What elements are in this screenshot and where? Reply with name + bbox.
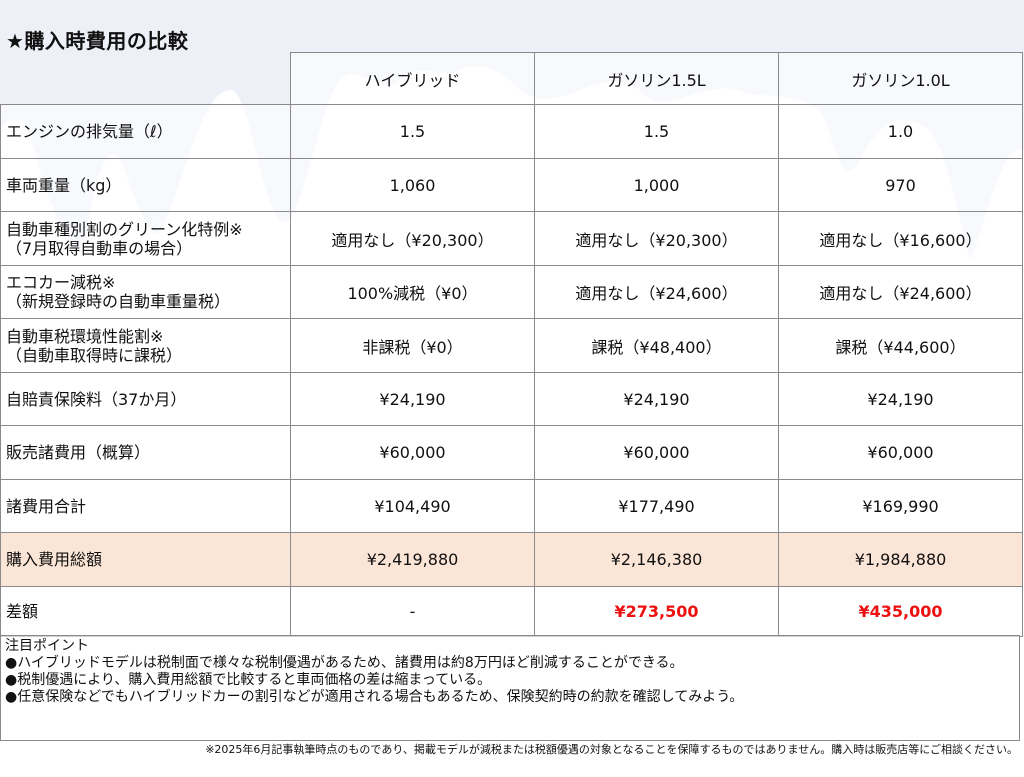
notes-box: 注目ポイント ●ハイブリッドモデルは税制面で様々な税制優遇があるため、諸費用は約… (0, 635, 1020, 741)
row-label: 販売諸費用（概算） (0, 425, 291, 480)
table-row-displacement: エンジンの排気量（ℓ） 1.5 1.5 1.0 (0, 104, 1023, 159)
cell-value: ¥1,984,880 (778, 532, 1023, 587)
table-row-purchase-total: 購入費用総額 ¥2,419,880 ¥2,146,380 ¥1,984,880 (0, 532, 1023, 587)
column-header-hybrid: ハイブリッド (290, 52, 535, 105)
cell-value: ¥60,000 (534, 425, 779, 480)
table-row-weight: 車両重量（kg） 1,060 1,000 970 (0, 158, 1023, 212)
header-corner (0, 52, 291, 105)
row-label: 購入費用総額 (0, 532, 291, 587)
cell-value: 1.5 (534, 104, 779, 159)
cell-value: ¥60,000 (778, 425, 1023, 480)
table-row-difference: 差額 - ¥273,500 ¥435,000 (0, 586, 1023, 637)
cell-value: 1,000 (534, 158, 779, 212)
row-label: 車両重量（kg） (0, 158, 291, 212)
cell-value: ¥2,146,380 (534, 532, 779, 587)
row-label: 自動車種別割のグリーン化特例※ （7月取得自動車の場合） (0, 211, 291, 266)
comparison-table: ハイブリッド ガソリン1.5L ガソリン1.0L エンジンの排気量（ℓ） 1.5… (0, 52, 1023, 637)
table-row-eco-car-tax: エコカー減税※ （新規登録時の自動車重量税） 100%減税（¥0） 適用なし（¥2… (0, 265, 1023, 319)
cell-value: 1.0 (778, 104, 1023, 159)
cell-value: 100%減税（¥0） (290, 265, 535, 319)
cell-value: ¥104,490 (290, 479, 535, 533)
cell-value: 適用なし（¥16,600） (778, 211, 1023, 266)
row-label: エンジンの排気量（ℓ） (0, 104, 291, 159)
cell-value: 1,060 (290, 158, 535, 212)
cell-value: 適用なし（¥24,600） (534, 265, 779, 319)
table-row-green-tax: 自動車種別割のグリーン化特例※ （7月取得自動車の場合） 適用なし（¥20,300… (0, 211, 1023, 266)
difference-value: ¥273,500 (534, 586, 779, 637)
row-label: 自賠責保険料（37か月） (0, 372, 291, 426)
notes-heading: 注目ポイント (5, 638, 89, 654)
row-label: 諸費用合計 (0, 479, 291, 533)
cell-value: 適用なし（¥24,600） (778, 265, 1023, 319)
row-label: 差額 (0, 586, 291, 637)
cell-value: ¥24,190 (778, 372, 1023, 426)
cell-value: 課税（¥48,400） (534, 318, 779, 373)
cell-value: 適用なし（¥20,300） (534, 211, 779, 266)
column-header-gasoline-1-5: ガソリン1.5L (534, 52, 779, 105)
cell-value: 970 (778, 158, 1023, 212)
cell-value: ¥2,419,880 (290, 532, 535, 587)
note-item: ●ハイブリッドモデルは税制面で様々な税制優遇があるため、諸費用は約8万円ほど削減… (5, 655, 684, 671)
cell-value: ¥169,990 (778, 479, 1023, 533)
table-row-insurance: 自賠責保険料（37か月） ¥24,190 ¥24,190 ¥24,190 (0, 372, 1023, 426)
note-item: ●税制優遇により、購入費用総額で比較すると車両価格の差は縮まっている。 (5, 672, 492, 688)
cell-value: 1.5 (290, 104, 535, 159)
cell-value: - (290, 586, 535, 637)
table-row-total-costs: 諸費用合計 ¥104,490 ¥177,490 ¥169,990 (0, 479, 1023, 533)
cell-value: 課税（¥44,600） (778, 318, 1023, 373)
table-row-sales-costs: 販売諸費用（概算） ¥60,000 ¥60,000 ¥60,000 (0, 425, 1023, 480)
row-label: エコカー減税※ （新規登録時の自動車重量税） (0, 265, 291, 319)
disclaimer: ※2025年6月記事執筆時点のものであり、掲載モデルが減税または税額優遇の対象と… (205, 743, 1018, 756)
table-row-environmental-tax: 自動車税環境性能割※ （自動車取得時に課税） 非課税（¥0） 課税（¥48,400… (0, 318, 1023, 373)
difference-value: ¥435,000 (778, 586, 1023, 637)
column-header-gasoline-1-0: ガソリン1.0L (778, 52, 1023, 105)
row-label: 自動車税環境性能割※ （自動車取得時に課税） (0, 318, 291, 373)
cell-value: 適用なし（¥20,300） (290, 211, 535, 266)
note-item: ●任意保険などでもハイブリッドカーの割引などが適用される場合もあるため、保険契約… (5, 689, 744, 705)
cell-value: ¥177,490 (534, 479, 779, 533)
cell-value: ¥60,000 (290, 425, 535, 480)
page-title: ★購入時費用の比較 (6, 29, 189, 53)
cell-value: 非課税（¥0） (290, 318, 535, 373)
cell-value: ¥24,190 (290, 372, 535, 426)
cell-value: ¥24,190 (534, 372, 779, 426)
